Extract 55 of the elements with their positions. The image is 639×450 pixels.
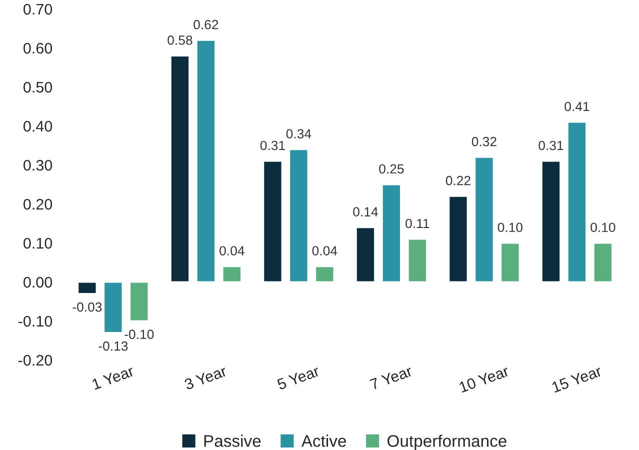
data-label: 0.14 (353, 207, 378, 216)
data-label: 0.41 (564, 102, 590, 112)
data-label: 0.25 (379, 164, 404, 174)
bar (103, 281, 124, 334)
bar (222, 266, 242, 283)
y-tick-label: 0.40 (24, 120, 52, 132)
y-tick-label: 0.20 (24, 198, 52, 210)
legend-label: Active (301, 434, 346, 447)
data-label: 0.32 (472, 136, 496, 146)
data-label: 0.11 (406, 218, 430, 228)
data-label: -0.03 (72, 302, 102, 312)
bar (592, 242, 613, 283)
bar (77, 281, 98, 294)
bar (355, 226, 376, 283)
bar (566, 121, 587, 283)
x-tick-label: 1 Year (92, 365, 135, 390)
data-label: 0.04 (312, 246, 338, 256)
bar (448, 196, 468, 283)
y-tick-label: -0.10 (18, 316, 52, 327)
y-tick-label: 0.50 (24, 82, 52, 93)
x-tick-label: 5 Year (276, 365, 320, 390)
legend-label: Outperformance (388, 434, 506, 450)
legend-label: Passive (204, 434, 261, 447)
y-tick-label: 0.70 (24, 4, 52, 15)
x-tick-label: 7 Year (370, 365, 413, 390)
bar (129, 281, 150, 322)
data-label: -0.13 (98, 341, 128, 351)
data-label: 0.22 (446, 176, 470, 186)
bar (381, 184, 402, 283)
bar (262, 160, 283, 283)
y-tick-label: 0.00 (24, 276, 52, 288)
bar (170, 55, 190, 283)
y-tick-label: 0.60 (24, 42, 52, 54)
y-tick-label: -0.20 (18, 354, 52, 366)
x-tick-label: 15 Year (551, 365, 602, 393)
bar (500, 242, 520, 283)
bar (196, 40, 216, 283)
bar (288, 148, 309, 283)
data-label: 0.10 (498, 222, 522, 232)
data-label: 0.58 (168, 36, 192, 45)
x-tick-label: 3 Year (184, 365, 228, 390)
bar (314, 266, 335, 283)
x-tick-label: 10 Year (458, 365, 510, 393)
y-tick-label: 0.10 (24, 238, 52, 249)
data-label: 0.31 (538, 140, 564, 150)
bar (407, 238, 428, 283)
data-label: 0.34 (286, 129, 312, 138)
data-label: -0.10 (124, 330, 154, 340)
data-label: 0.62 (194, 20, 218, 30)
data-label: 0.10 (590, 222, 616, 232)
bar (474, 156, 494, 283)
bar (541, 160, 561, 283)
y-tick-label: 0.30 (24, 160, 52, 171)
data-label: 0.31 (260, 140, 285, 150)
data-label: 0.04 (220, 246, 244, 256)
